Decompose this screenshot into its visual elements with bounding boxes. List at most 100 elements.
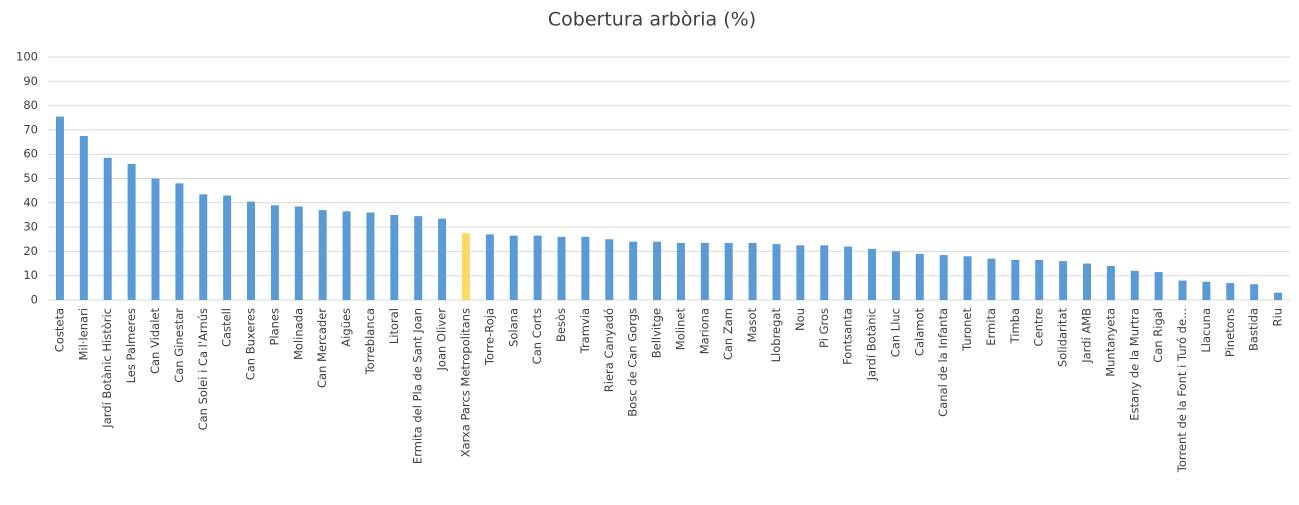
x-tick-label: Joan Oliver (435, 308, 449, 372)
bar (294, 206, 303, 300)
y-tick-label: 0 (31, 293, 38, 307)
bar (1178, 280, 1187, 300)
x-tick-label: Molinada (291, 308, 305, 360)
y-tick-label: 90 (23, 74, 38, 88)
bar (1035, 259, 1044, 300)
bar (342, 211, 351, 300)
x-tick-label: Estany de la Murtra (1127, 308, 1141, 421)
x-tick-label: Planes (267, 308, 281, 346)
x-tick-label: Can Mercader (315, 308, 329, 388)
bar (820, 245, 829, 300)
bar (1226, 282, 1235, 300)
x-tick-label: Aigües (339, 308, 353, 347)
x-tick-label: Castell (220, 308, 234, 347)
bar (868, 248, 877, 300)
bar (963, 256, 972, 300)
bar (55, 116, 64, 300)
x-tick-label: Fontsanta (841, 308, 855, 365)
bar (796, 245, 805, 300)
x-tick-label: Pinetons (1223, 308, 1237, 357)
bar (1106, 265, 1115, 300)
x-tick-label: Jardí Botànic (865, 308, 879, 381)
x-tick-label: Solana (506, 308, 520, 347)
bar (915, 253, 924, 300)
x-tick-label: Masot (745, 308, 759, 343)
x-tick-label: Llobregat (769, 308, 783, 363)
x-tick-label: Nou (793, 308, 807, 331)
y-tick-label: 40 (23, 195, 38, 209)
x-tick-label: Molinet (673, 308, 687, 351)
bar (844, 246, 853, 300)
bar (939, 255, 948, 300)
bar (581, 236, 590, 300)
x-tick-label: Torrent de la Font i Turó de... (1175, 308, 1189, 473)
x-tick-label: Mil·lenari (76, 308, 90, 361)
y-tick-label: 10 (23, 268, 38, 282)
bar (103, 157, 112, 300)
bar (1250, 284, 1259, 300)
x-tick-label: Bellvitge (650, 308, 664, 358)
bar (318, 210, 327, 300)
bar (223, 195, 232, 300)
bar (724, 242, 733, 300)
bar (1082, 263, 1091, 300)
x-tick-label: Turonet (960, 308, 974, 352)
x-tick-label: Riera Canyadó (602, 308, 616, 392)
bar (485, 234, 494, 300)
y-tick-label: 70 (23, 122, 38, 136)
bar (557, 236, 566, 300)
bar (1202, 281, 1211, 300)
bar (1154, 272, 1163, 300)
bar (772, 244, 781, 300)
bar (700, 242, 709, 300)
x-tick-label: Besòs (554, 308, 568, 342)
bar (438, 218, 447, 300)
y-tick-label: 100 (16, 50, 38, 64)
x-tick-label: Can Solei i Ca l'Arnús (196, 308, 210, 430)
bar (1059, 261, 1068, 300)
x-tick-label: Costeta (52, 308, 66, 352)
x-tick-label: Can Buxeres (244, 308, 258, 380)
x-tick-label: Can Zam (721, 308, 735, 360)
y-tick-label: 50 (23, 171, 38, 185)
x-tick-label: Can Corts (530, 308, 544, 364)
x-tick-label: Les Palmeres (124, 308, 138, 383)
y-tick-label: 80 (23, 98, 38, 112)
x-tick-label: Ermita del Pla de Sant Joan (411, 308, 425, 464)
bar (199, 194, 208, 300)
bar (127, 163, 136, 300)
bar (175, 183, 184, 300)
x-tick-label: Riu (1271, 308, 1285, 326)
x-tick-label: Can Ginestar (172, 308, 186, 383)
x-tick-label: Muntanyeta (1103, 308, 1117, 377)
bar (247, 201, 256, 300)
x-tick-label: Bosc de Can Gorgs (626, 308, 640, 417)
x-tick-label: Can Vidalet (148, 308, 162, 374)
x-tick-label: Ermita (984, 308, 998, 346)
x-tick-label: Mariona (697, 308, 711, 354)
bar (605, 239, 614, 300)
x-tick-label: Bastida (1247, 308, 1261, 351)
bar (629, 241, 638, 300)
x-tick-label: Centre (1032, 308, 1046, 346)
bar (270, 205, 279, 300)
bar (653, 241, 662, 300)
x-tick-label: Xarxa Parcs Metropolitans (458, 308, 472, 457)
x-tick-label: Litoral (387, 308, 401, 344)
bar (151, 178, 160, 300)
bar (366, 212, 375, 300)
y-tick-label: 30 (23, 220, 38, 234)
bar (748, 242, 757, 300)
x-tick-label: Canal de la Infanta (936, 308, 950, 417)
bar (1274, 292, 1283, 300)
bar (676, 242, 685, 300)
x-tick-label: Tramvia (578, 308, 592, 354)
x-tick-label: Pi Gros (817, 308, 831, 348)
x-tick-label: Torreblanca (363, 308, 377, 375)
bar (414, 216, 423, 300)
x-tick-label: Calamot (912, 308, 926, 357)
chart-title: Cobertura arbòria (%) (548, 9, 756, 31)
bar (461, 233, 470, 300)
bar (533, 235, 542, 300)
